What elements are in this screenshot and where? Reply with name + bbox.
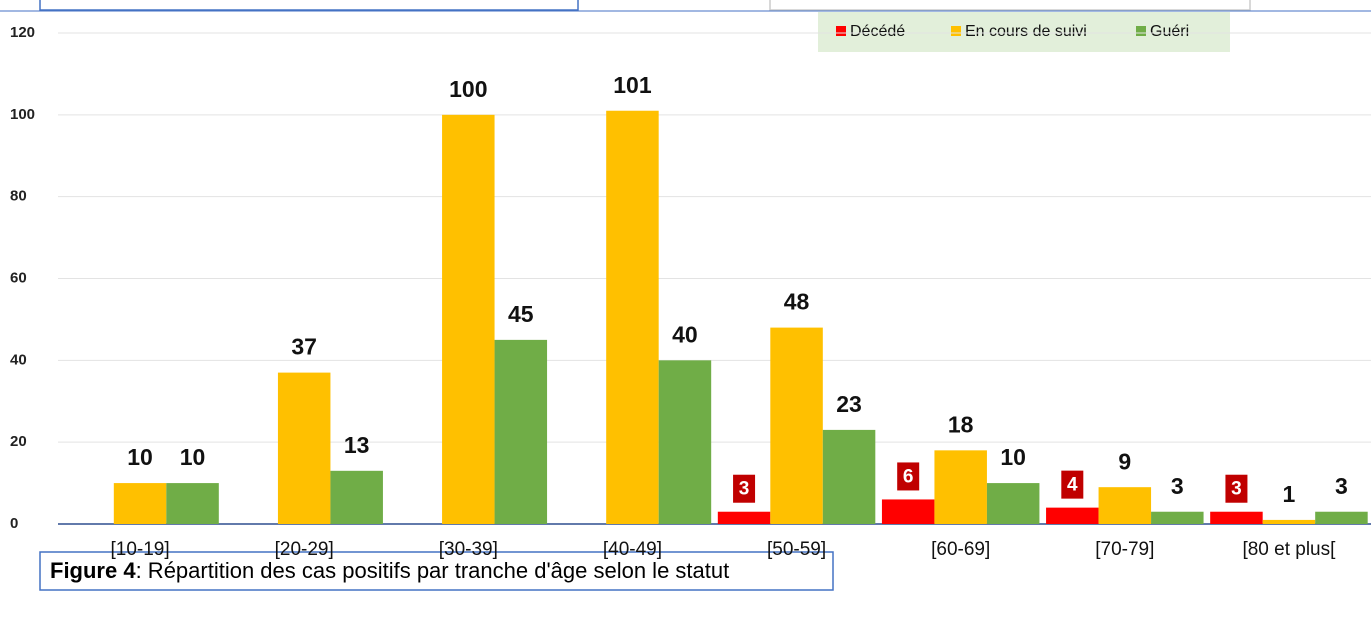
bar [330, 470, 383, 524]
caption-box [39, 551, 834, 591]
data-label: 10 [1000, 444, 1026, 470]
legend-swatch [836, 26, 846, 36]
data-label: 18 [948, 411, 974, 437]
bar [934, 450, 987, 524]
data-label: 100 [449, 76, 487, 102]
y-tick-label: 40 [10, 351, 27, 368]
bar [1046, 507, 1099, 524]
data-label: 3 [739, 479, 750, 500]
data-label-box [897, 462, 920, 491]
data-label: 45 [508, 301, 534, 327]
x-tick-label: [70-79] [1095, 539, 1154, 560]
frame [769, 0, 1251, 11]
bar [1210, 511, 1263, 524]
caption-label: Figure 4 [50, 558, 136, 583]
legend: Décédé En cours de suivi Guéri [818, 12, 1230, 52]
data-label: 37 [291, 334, 317, 360]
x-tick-label: [80 et plus[ [1242, 539, 1336, 560]
bar [1098, 487, 1152, 524]
data-label: 4 [1067, 475, 1078, 496]
data-label: 48 [784, 289, 810, 315]
bar [494, 339, 548, 524]
x-tick-label: [10-19] [110, 539, 169, 560]
y-tick-label: 120 [10, 24, 35, 41]
caption: Figure 4: Répartition des cas positifs p… [50, 558, 729, 583]
bar [1315, 511, 1368, 524]
data-label: 3 [1231, 479, 1242, 500]
bar [442, 114, 495, 524]
y-tick-label: 100 [10, 106, 35, 123]
bar [658, 360, 712, 524]
bar [1151, 511, 1204, 524]
y-tick-label: 80 [10, 188, 27, 205]
data-label: 40 [672, 321, 698, 347]
legend-label: En cours de suivi [965, 23, 1087, 40]
data-label: 3 [1335, 473, 1348, 499]
data-label: 6 [903, 466, 914, 487]
data-label-box [1061, 470, 1084, 499]
y-tick-label: 0 [10, 515, 18, 532]
data-label: 10 [127, 444, 153, 470]
data-label: 23 [836, 391, 862, 417]
bar [717, 511, 771, 524]
x-tick-label: [40-49] [603, 539, 662, 560]
legend-background [818, 12, 1230, 52]
x-tick-label: [20-29] [275, 539, 334, 560]
legend-label: Guéri [1150, 23, 1189, 40]
legend-label: Décédé [850, 23, 905, 40]
data-label: 9 [1118, 448, 1131, 474]
data-label: 101 [613, 72, 652, 98]
x-tick-label: [60-69] [931, 539, 990, 560]
data-label-box [733, 474, 756, 503]
bar [770, 327, 823, 524]
legend-swatch [1136, 26, 1146, 36]
legend-swatch [951, 26, 961, 36]
y-tick-label: 60 [10, 269, 27, 286]
data-label: 13 [344, 432, 370, 458]
bar [113, 483, 167, 524]
bar [822, 429, 876, 524]
data-label: 3 [1171, 473, 1184, 499]
data-label-box [1225, 474, 1248, 503]
data-label: 1 [1283, 481, 1296, 507]
bar [881, 499, 935, 524]
bar [277, 372, 331, 524]
frame [39, 0, 579, 11]
x-tick-label: [50-59] [767, 539, 826, 560]
bar [986, 483, 1040, 524]
bar [166, 483, 219, 524]
x-tick-label: [30-39] [439, 539, 498, 560]
data-label: 10 [180, 444, 206, 470]
bar [606, 110, 659, 524]
caption-text: : Répartition des cas positifs par tranc… [136, 558, 730, 583]
bar [1262, 519, 1316, 524]
y-tick-label: 20 [10, 433, 27, 450]
